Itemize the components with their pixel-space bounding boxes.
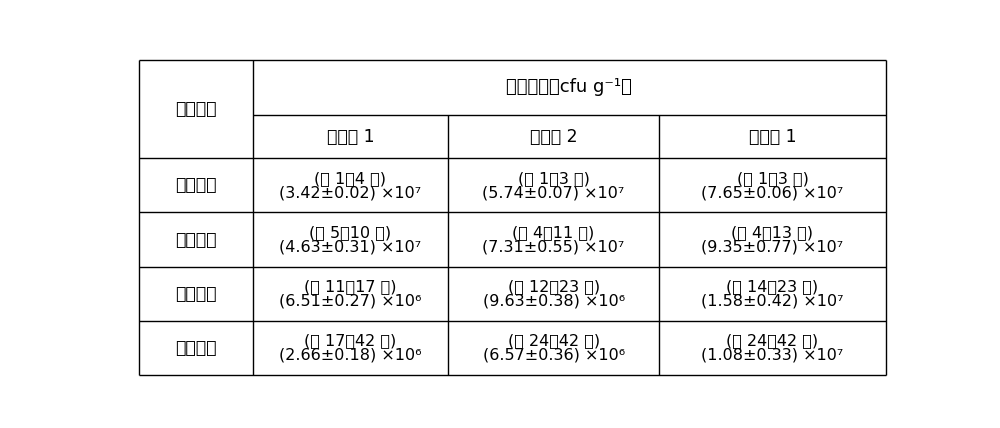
- Text: (第 24～42 天): (第 24～42 天): [726, 333, 819, 348]
- Text: (第 4～11 天): (第 4～11 天): [512, 225, 595, 240]
- Text: (第 12～23 天): (第 12～23 天): [508, 279, 600, 294]
- Text: (第 11～17 天): (第 11～17 天): [304, 279, 397, 294]
- Text: (第 5～10 天): (第 5～10 天): [309, 225, 391, 240]
- Text: 对比例 1: 对比例 1: [327, 128, 374, 146]
- Text: (第 17～42 天): (第 17～42 天): [304, 333, 397, 348]
- Text: (5.74±0.07) ×10⁷: (5.74±0.07) ×10⁷: [482, 185, 625, 200]
- Text: (9.63±0.38) ×10⁶: (9.63±0.38) ×10⁶: [483, 294, 625, 309]
- Text: 腐熟阶段: 腐熟阶段: [175, 339, 216, 357]
- Text: (第 1～4 天): (第 1～4 天): [314, 171, 386, 186]
- Text: (7.65±0.06) ×10⁷: (7.65±0.06) ×10⁷: [701, 185, 844, 200]
- Text: 不同阶段: 不同阶段: [175, 100, 216, 118]
- Text: (9.35±0.77) ×10⁷: (9.35±0.77) ×10⁷: [701, 239, 844, 254]
- Text: 嗜温阶段: 嗜温阶段: [175, 285, 216, 303]
- Text: (1.58±0.42) ×10⁷: (1.58±0.42) ×10⁷: [701, 294, 844, 309]
- Text: 初始阶段: 初始阶段: [175, 176, 216, 194]
- Text: (第 4～13 天): (第 4～13 天): [731, 225, 813, 240]
- Text: (第 24～42 天): (第 24～42 天): [508, 333, 600, 348]
- Text: 实施例 1: 实施例 1: [749, 128, 796, 146]
- Text: (7.31±0.55) ×10⁷: (7.31±0.55) ×10⁷: [482, 239, 625, 254]
- Text: (第 1～3 天): (第 1～3 天): [737, 171, 808, 186]
- Text: (2.66±0.18) ×10⁶: (2.66±0.18) ×10⁶: [279, 348, 422, 363]
- Text: 细菌数量（cfu g⁻¹）: 细菌数量（cfu g⁻¹）: [506, 78, 632, 96]
- Text: 嗜热阶段: 嗜热阶段: [175, 231, 216, 249]
- Text: (第 1～3 天): (第 1～3 天): [518, 171, 590, 186]
- Text: (3.42±0.02) ×10⁷: (3.42±0.02) ×10⁷: [279, 185, 421, 200]
- Text: 对比例 2: 对比例 2: [530, 128, 577, 146]
- Text: (6.51±0.27) ×10⁶: (6.51±0.27) ×10⁶: [279, 294, 422, 309]
- Text: (第 14～23 天): (第 14～23 天): [726, 279, 819, 294]
- Text: (6.57±0.36) ×10⁶: (6.57±0.36) ×10⁶: [483, 348, 625, 363]
- Text: (4.63±0.31) ×10⁷: (4.63±0.31) ×10⁷: [279, 239, 421, 254]
- Text: (1.08±0.33) ×10⁷: (1.08±0.33) ×10⁷: [701, 348, 844, 363]
